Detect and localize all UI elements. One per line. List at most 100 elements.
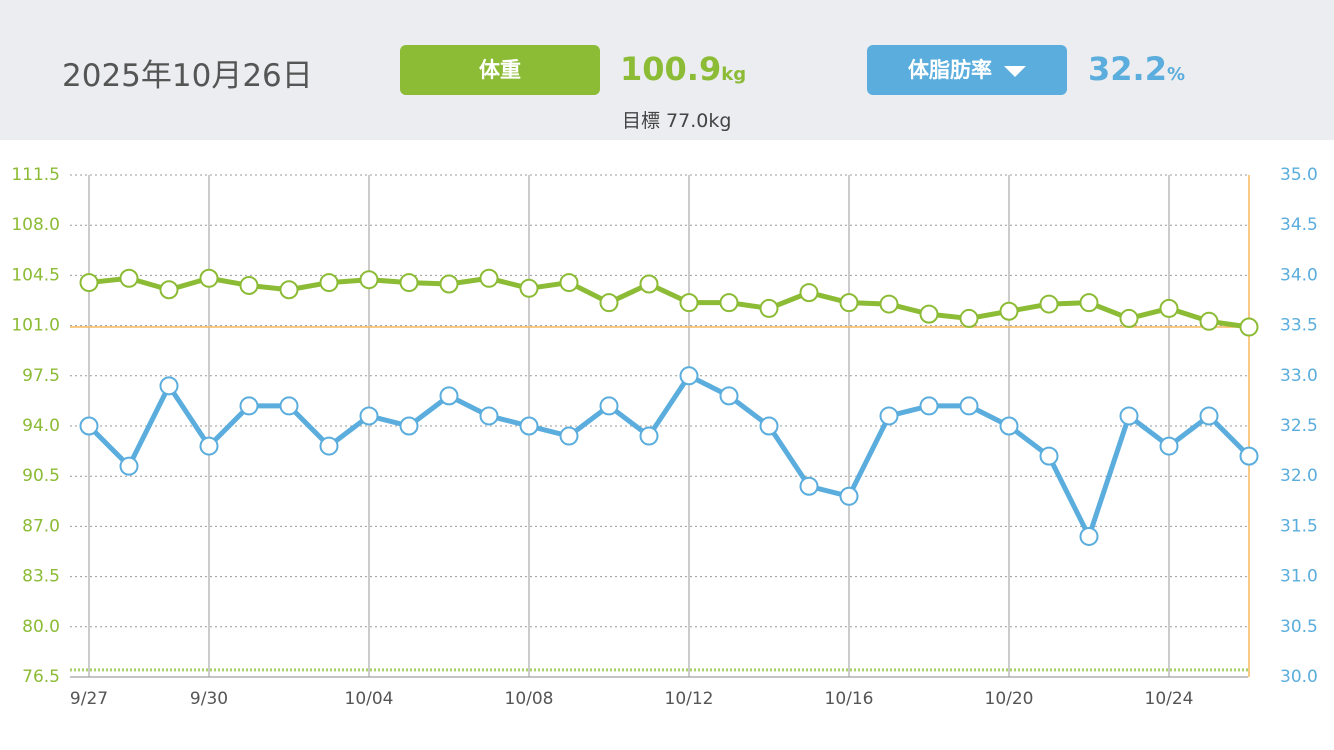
data-point [119, 268, 139, 288]
weight-unit: kg [721, 64, 747, 85]
data-point [159, 376, 179, 396]
data-point [1079, 293, 1099, 313]
data-point [319, 436, 339, 456]
data-point [999, 416, 1019, 436]
y-tick-label: 83.5 [22, 567, 60, 587]
data-point [799, 283, 819, 303]
data-point [959, 396, 979, 416]
y2-tick-label: 30.5 [1280, 617, 1318, 637]
data-point [999, 301, 1019, 321]
data-point [479, 406, 499, 426]
y2-tick-label: 34.5 [1280, 215, 1318, 235]
series-line [87, 373, 1251, 539]
data-point [239, 396, 259, 416]
data-point [1079, 526, 1099, 546]
data-point [239, 275, 259, 295]
data-point [279, 280, 299, 300]
data-point [1039, 446, 1059, 466]
x-tick-label: 10/08 [505, 689, 554, 709]
data-point [1159, 436, 1179, 456]
data-point [679, 293, 699, 313]
data-point [599, 293, 619, 313]
y2-tick-label: 32.0 [1280, 466, 1318, 486]
data-point [1239, 317, 1259, 337]
data-point [1199, 406, 1219, 426]
y2-tick-label: 31.5 [1280, 516, 1318, 536]
data-point [439, 386, 459, 406]
y-tick-label: 87.0 [22, 516, 60, 536]
y2-tick-label: 35.0 [1280, 165, 1318, 185]
x-tick-label: 9/30 [190, 689, 228, 709]
data-point [959, 308, 979, 328]
y-tick-label: 111.5 [11, 165, 60, 185]
data-point [679, 366, 699, 386]
data-point [759, 298, 779, 318]
data-point [199, 268, 219, 288]
data-point [399, 416, 419, 436]
data-point [639, 426, 659, 446]
fat-button[interactable]: 体脂肪率 [867, 45, 1067, 95]
y-tick-label: 108.0 [11, 215, 60, 235]
data-point [359, 270, 379, 290]
x-tick-label: 10/16 [825, 689, 874, 709]
x-tick-label: 10/12 [665, 689, 714, 709]
fat-readout: 32.2% [1088, 50, 1185, 88]
target-text: 目標 77.0kg [622, 110, 732, 132]
x-tick-label: 9/27 [70, 689, 108, 709]
fat-unit: % [1166, 64, 1185, 85]
data-point [879, 406, 899, 426]
data-point [639, 274, 659, 294]
dropdown-icon [1004, 66, 1026, 77]
data-point [279, 396, 299, 416]
y-tick-label: 80.0 [22, 617, 60, 637]
data-point [159, 280, 179, 300]
data-point [399, 273, 419, 293]
date: 2025年10月26日 [62, 58, 313, 94]
data-point [1239, 446, 1259, 466]
data-point [79, 416, 99, 436]
x-tick-label: 10/24 [1145, 689, 1194, 709]
data-point [719, 386, 739, 406]
data-point [559, 426, 579, 446]
y2-tick-label: 33.5 [1280, 316, 1318, 336]
y2-tick-label: 31.0 [1280, 567, 1318, 587]
fat-value: 32.2 [1088, 50, 1167, 88]
weight-readout: 100.9kg [620, 50, 746, 88]
x-tick-label: 10/04 [345, 689, 394, 709]
data-point [1159, 298, 1179, 318]
data-point [119, 456, 139, 476]
y-tick-label: 97.5 [22, 366, 60, 386]
data-point [79, 273, 99, 293]
header: 2025年10月26日 体重 100.9kg 目標 77.0kg 体脂肪率 32… [0, 0, 1334, 140]
data-point [199, 436, 219, 456]
data-point [719, 293, 739, 313]
y-tick-label: 104.5 [11, 265, 60, 285]
y2-tick-label: 30.0 [1280, 667, 1318, 687]
x-tick-label: 10/20 [985, 689, 1034, 709]
data-point [319, 273, 339, 293]
y-tick-label: 90.5 [22, 466, 60, 486]
data-point [479, 268, 499, 288]
series-line [88, 275, 1250, 330]
weight-value: 100.9 [620, 50, 722, 88]
y2-tick-label: 32.5 [1280, 416, 1318, 436]
data-point [919, 396, 939, 416]
data-point [919, 304, 939, 324]
weight-button[interactable]: 体重 [400, 45, 600, 95]
y-tick-label: 76.5 [22, 667, 60, 687]
data-point [559, 273, 579, 293]
data-point [1119, 308, 1139, 328]
data-point [799, 476, 819, 496]
data-point [759, 416, 779, 436]
data-point [839, 293, 859, 313]
y-tick-label: 101.0 [11, 316, 60, 336]
data-point [359, 406, 379, 426]
data-point [599, 396, 619, 416]
data-point [1039, 294, 1059, 314]
data-point [519, 278, 539, 298]
chart: 76.5 80.0 83.5 87.0 90.5 94.0 97.5 101.0 104.5 10… [11, 165, 1318, 709]
data-point [439, 274, 459, 294]
data-point [839, 486, 859, 506]
y2-tick-label: 33.0 [1280, 366, 1318, 386]
